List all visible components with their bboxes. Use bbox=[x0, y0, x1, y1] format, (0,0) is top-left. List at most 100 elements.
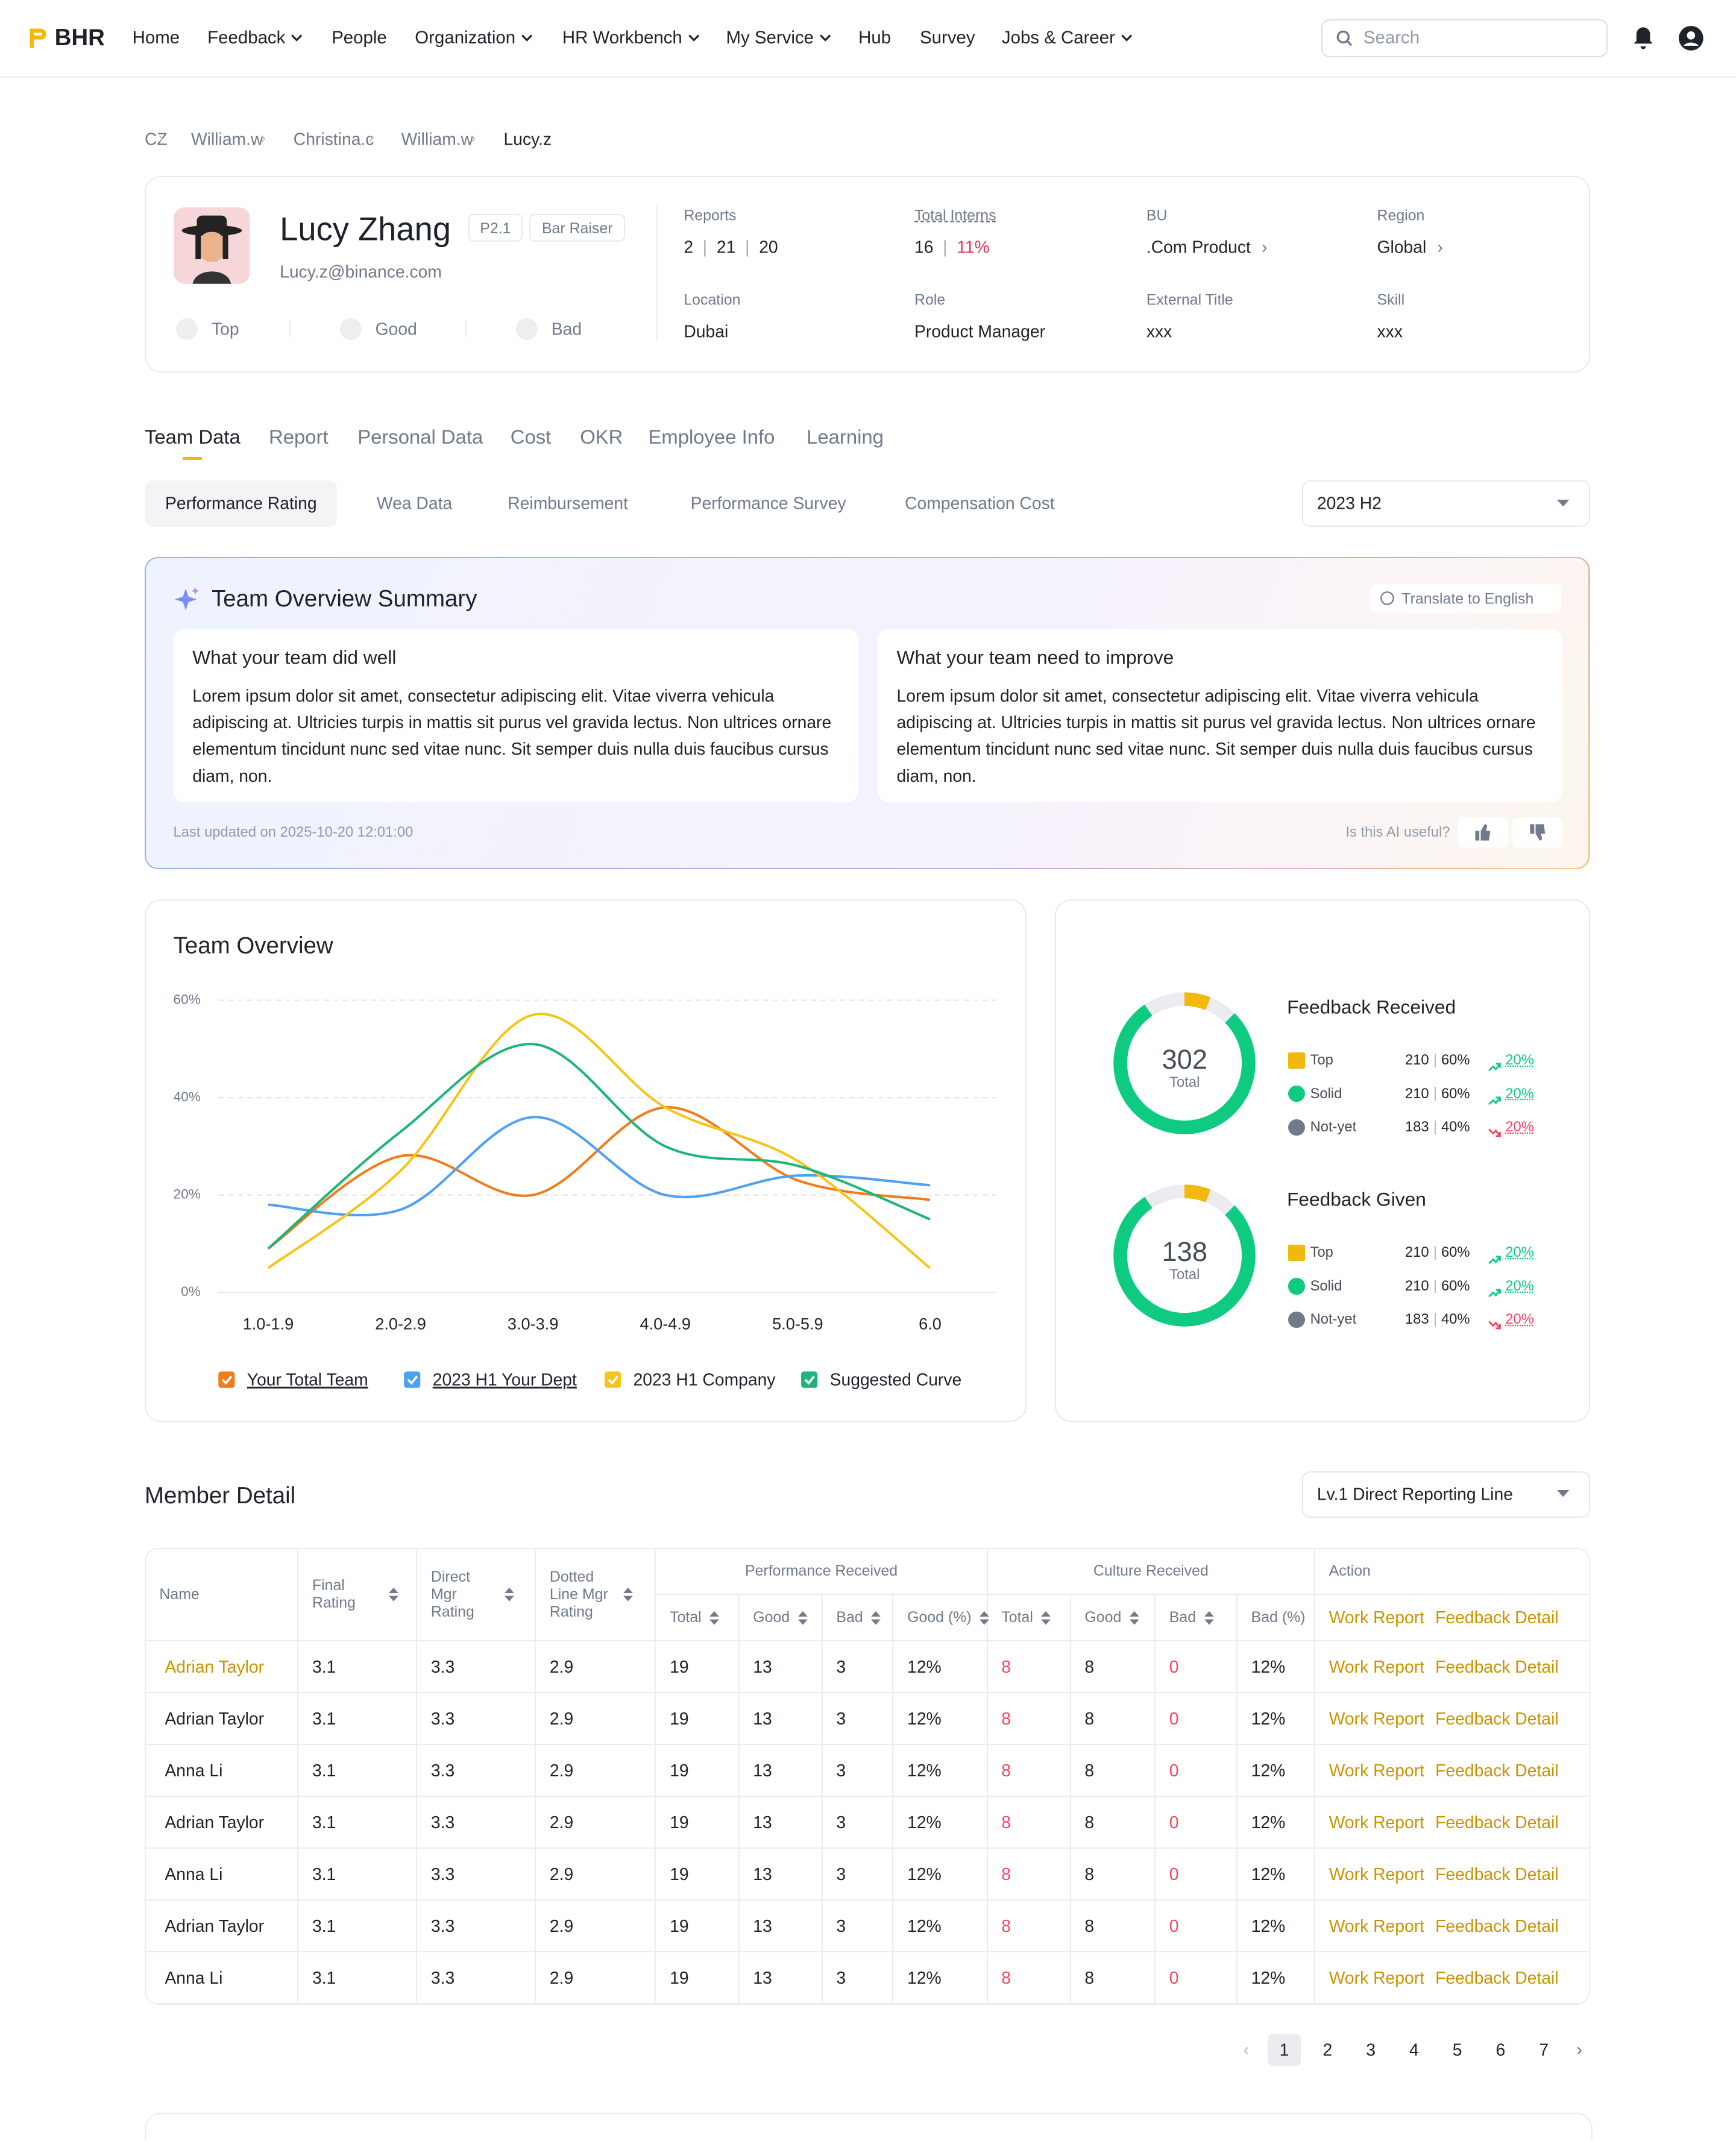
translate-button[interactable] bbox=[1370, 584, 1562, 613]
member-table: Name Final Rating Direct Mgr Rating Dotted … bbox=[145, 1548, 1589, 2004]
column-header-label: Direct Mgr Rating bbox=[430, 1568, 474, 1620]
bell-icon[interactable] bbox=[1632, 26, 1654, 51]
action-link[interactable]: Feedback Detail bbox=[1435, 1708, 1559, 1728]
nav-item[interactable]: Feedback bbox=[207, 28, 304, 48]
action-link[interactable]: Work Report bbox=[1329, 1656, 1425, 1676]
page-number[interactable]: 1 bbox=[1279, 2040, 1289, 2060]
member-name[interactable]: Adrian Taylor bbox=[145, 1796, 299, 1849]
cell: 3.3 bbox=[416, 1640, 536, 1694]
breadcrumb-item[interactable]: CZ bbox=[144, 129, 168, 149]
nav-item[interactable]: Home bbox=[132, 28, 180, 48]
y-tick-label: 60% bbox=[174, 992, 201, 1007]
action-link[interactable]: Feedback Detail bbox=[1435, 1760, 1559, 1780]
user-icon[interactable] bbox=[1678, 26, 1703, 51]
action-link[interactable]: Work Report bbox=[1329, 1916, 1425, 1935]
row-sep bbox=[1434, 1053, 1436, 1067]
pager-prev[interactable]: ‹ bbox=[1243, 2039, 1250, 2060]
reports-count: 20 bbox=[759, 237, 778, 257]
page-number[interactable]: 6 bbox=[1495, 2040, 1506, 2060]
action-cell: Work Report Feedback Detail bbox=[1314, 1692, 1589, 1746]
action-link[interactable]: Feedback Detail bbox=[1435, 1812, 1559, 1832]
subtab[interactable]: Reimbursement bbox=[508, 493, 628, 513]
page-number[interactable]: 4 bbox=[1409, 2040, 1419, 2060]
subtab[interactable]: Compensation Cost bbox=[905, 493, 1055, 513]
column-header: Total bbox=[655, 1594, 740, 1642]
row-icon bbox=[1288, 1052, 1305, 1069]
page-number[interactable]: 2 bbox=[1322, 2040, 1333, 2060]
action-cell: Work Report Feedback Detail bbox=[1314, 1796, 1589, 1849]
column-header-label: Good bbox=[1084, 1609, 1122, 1626]
subtab[interactable]: Performance Rating bbox=[165, 493, 317, 513]
action-link[interactable]: Work Report bbox=[1329, 1608, 1425, 1627]
action-link[interactable]: Work Report bbox=[1329, 1812, 1425, 1832]
nav-item[interactable]: Survey bbox=[920, 28, 975, 48]
page-number[interactable]: 7 bbox=[1539, 2040, 1549, 2060]
search-placeholder: Search bbox=[1363, 28, 1420, 48]
cell: 0 bbox=[1154, 1744, 1238, 1797]
nav-item[interactable]: HR Workbench bbox=[562, 28, 702, 48]
breadcrumb-item[interactable]: William.w bbox=[190, 129, 263, 149]
translate-label: Translate to English bbox=[1401, 590, 1534, 608]
action-link[interactable]: Work Report bbox=[1329, 1708, 1425, 1728]
cell: 8 bbox=[1069, 1640, 1156, 1694]
tab[interactable]: Personal Data bbox=[357, 425, 483, 448]
action-link[interactable]: Work Report bbox=[1329, 1864, 1425, 1884]
nav-item[interactable]: Hub bbox=[858, 28, 892, 48]
column-header: Good bbox=[738, 1594, 823, 1642]
member-name[interactable]: Adrian Taylor bbox=[145, 1640, 299, 1694]
column-header-label: Bad (%) bbox=[1251, 1609, 1306, 1626]
feedback-title: Feedback Given bbox=[1287, 1188, 1426, 1210]
nav-item[interactable]: My Service bbox=[726, 28, 833, 48]
action-link[interactable]: Feedback Detail bbox=[1435, 1608, 1559, 1627]
action-cell: Work Report Feedback Detail bbox=[1314, 1951, 1589, 2004]
action-link[interactable]: Feedback Detail bbox=[1435, 1967, 1559, 1987]
subtab[interactable]: Performance Survey bbox=[690, 493, 846, 513]
action-link[interactable]: Work Report bbox=[1329, 1967, 1425, 1987]
member-name[interactable]: Anna Li bbox=[145, 1744, 299, 1797]
period-select[interactable] bbox=[1301, 480, 1590, 527]
field-value[interactable]: .Com Product › bbox=[1146, 237, 1268, 257]
caret bbox=[1557, 1490, 1570, 1497]
tab[interactable]: Employee Info bbox=[648, 425, 775, 448]
column-header-label: Good (%) bbox=[907, 1609, 972, 1626]
thumb-up[interactable] bbox=[1458, 817, 1508, 848]
line-select[interactable] bbox=[1301, 1471, 1590, 1518]
tab[interactable]: Cost bbox=[510, 425, 552, 448]
tab[interactable]: Report bbox=[269, 425, 329, 448]
page-number[interactable]: 5 bbox=[1452, 2040, 1462, 2060]
breadcrumb-item[interactable]: William.w bbox=[401, 129, 474, 149]
rating-sep bbox=[289, 321, 291, 338]
page-number[interactable]: 3 bbox=[1366, 2040, 1376, 2060]
group-header: Performance Received bbox=[655, 1548, 988, 1596]
action-link[interactable]: Feedback Detail bbox=[1435, 1656, 1559, 1676]
thumb-down[interactable] bbox=[1512, 817, 1563, 848]
trend-icon bbox=[1488, 1121, 1502, 1146]
row-count: 210 bbox=[1404, 1277, 1429, 1294]
member-name[interactable]: Adrian Taylor bbox=[145, 1899, 299, 1953]
action-link[interactable]: Feedback Detail bbox=[1435, 1916, 1559, 1935]
member-name[interactable]: Anna Li bbox=[145, 1951, 299, 2004]
action-link[interactable]: Work Report bbox=[1329, 1760, 1425, 1780]
tab[interactable]: Learning bbox=[807, 425, 884, 448]
search-box[interactable] bbox=[1321, 19, 1608, 58]
pager-next[interactable]: › bbox=[1576, 2039, 1582, 2060]
legend-check bbox=[221, 1375, 233, 1385]
subtab[interactable]: Wea Data bbox=[376, 493, 453, 513]
nav-item[interactable]: People bbox=[332, 28, 387, 48]
cell: 8 bbox=[986, 1796, 1071, 1849]
nav-item[interactable]: Jobs & Career bbox=[1002, 28, 1134, 48]
member-name[interactable]: Anna Li bbox=[145, 1847, 299, 1901]
row-change: 20% bbox=[1505, 1085, 1534, 1102]
summary-box bbox=[877, 629, 1563, 803]
field-value[interactable]: Global › bbox=[1377, 237, 1443, 257]
tab[interactable]: Team Data bbox=[144, 425, 241, 448]
logo[interactable]: BHR bbox=[54, 25, 105, 51]
breadcrumb-item[interactable]: Christina.c bbox=[293, 129, 374, 149]
tab[interactable]: OKR bbox=[580, 425, 623, 448]
action-link[interactable]: Feedback Detail bbox=[1435, 1864, 1559, 1884]
nav-item[interactable]: Organization bbox=[415, 28, 535, 48]
member-name[interactable]: Adrian Taylor bbox=[145, 1692, 299, 1746]
cell: 0 bbox=[1154, 1951, 1238, 2004]
column-header: Good (%) bbox=[892, 1594, 990, 1642]
